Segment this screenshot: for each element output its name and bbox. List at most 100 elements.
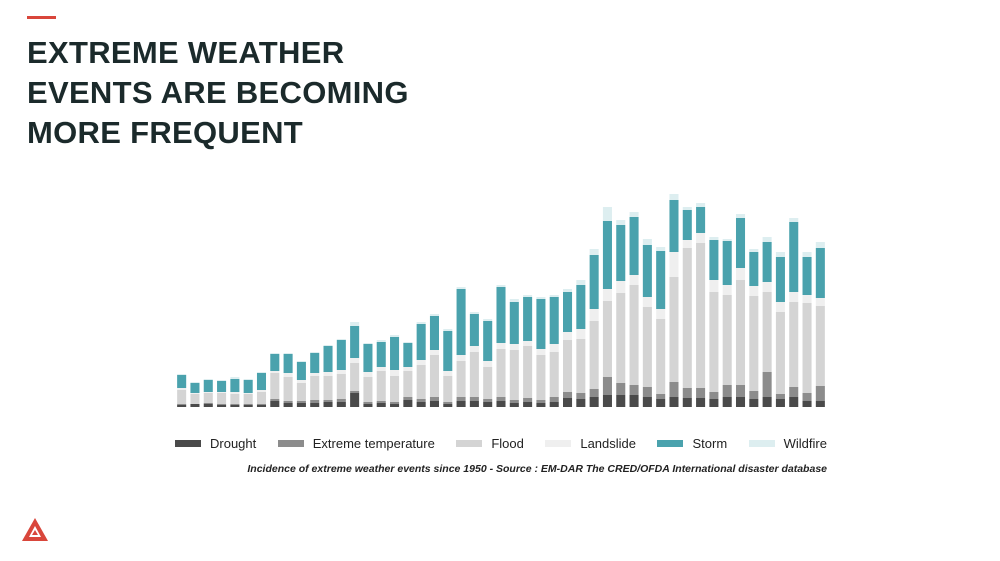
bar-segment [616,383,626,395]
bar-segment [523,341,533,346]
bar-segment [469,401,479,407]
bar-segment [815,386,825,401]
bar-segment [190,394,200,404]
bar-segment [722,241,732,285]
bar-segment [669,397,679,407]
bar-segment [270,401,280,407]
bar-segment [376,371,386,401]
bar-segment [602,207,612,221]
bar-segment [722,285,732,295]
bar-segment [762,282,772,292]
bar-segment [429,316,439,350]
bar-segment [762,372,772,397]
bar-segment [363,402,373,404]
bar-segment [243,380,253,393]
bar-segment [323,376,333,400]
bar-segment [323,372,333,376]
legend-item: Landslide [545,436,636,451]
legend-label: Flood [491,436,524,451]
bar-segment [602,301,612,377]
bar-segment [376,401,386,403]
bar-segment [363,372,373,377]
bar-segment [616,293,626,383]
bar-segment [523,398,533,402]
bar-segment [243,393,253,394]
bar-segment [177,390,187,404]
bar-segment [469,352,479,397]
bar-segment [310,353,320,373]
bar-segment [456,397,466,401]
bar-segment [283,373,293,377]
bar-segment [563,398,573,407]
bar-segment [230,392,240,394]
legend-swatch [277,440,304,447]
bar-segment [629,385,639,395]
legend-label: Extreme temperature [312,436,435,451]
bar-segment [336,374,346,399]
bar-segment [669,252,679,277]
bar-segment [350,326,360,358]
bar-segment [682,207,692,210]
bar-segment [496,401,506,407]
legend-item: Flood [456,436,524,451]
bar-segment [589,397,599,407]
bar-segment [376,342,386,367]
bar-segment [669,277,679,382]
bar-segment [363,344,373,372]
bar-segment [589,309,599,321]
bar-segment [669,194,679,200]
bar-segment [177,375,187,388]
bar-segment [576,393,586,399]
bar-segment [749,391,759,399]
bar-segment [709,240,719,280]
bar-segment [789,387,799,397]
bar-segment [203,379,213,380]
bar-segment [629,212,639,217]
bar-segment [789,397,799,407]
legend-swatch [456,440,483,447]
bar-segment [576,285,586,329]
bar-segment [709,399,719,407]
bar-segment [696,398,706,407]
bar-segment [217,392,227,393]
bar-segment [336,340,346,370]
bar-segment [536,297,546,299]
bar-segment [589,389,599,397]
bar-segment [177,405,187,407]
bar-segment [429,397,439,401]
bar-segment [350,322,360,326]
bar-segment [815,401,825,407]
bar-segment [642,297,652,307]
bar-segment [390,376,400,402]
bar-segment [749,286,759,296]
bar-segment [429,401,439,407]
bar-segment [190,404,200,407]
bar-segment [310,376,320,400]
bar-segment [749,296,759,391]
bar-segment [576,339,586,393]
bar-segment [296,403,306,407]
title-line: EVENTS ARE BECOMING [27,75,409,110]
bar-segment [722,295,732,385]
bar-segment [350,391,360,393]
bar-segment [177,388,187,390]
bar-segment [403,371,413,397]
bar-segment [642,245,652,297]
bar-segment [709,280,719,292]
bar-segment [203,392,213,393]
bar-segment [549,344,559,352]
bar-segment [243,405,253,407]
bar-segment [270,373,280,399]
bar-segment [429,314,439,316]
bar-segment [669,382,679,397]
bar-segment [350,363,360,391]
bar-segment [403,342,413,343]
bar-segment [523,346,533,398]
bar-segment [256,404,267,405]
bar-segment [536,355,546,400]
title: EXTREME WEATHER EVENTS ARE BECOMING MORE… [27,33,409,153]
bar-segment [456,361,466,397]
bar-segment [456,287,466,289]
bar-segment [735,280,746,385]
bar-segment [735,397,746,407]
